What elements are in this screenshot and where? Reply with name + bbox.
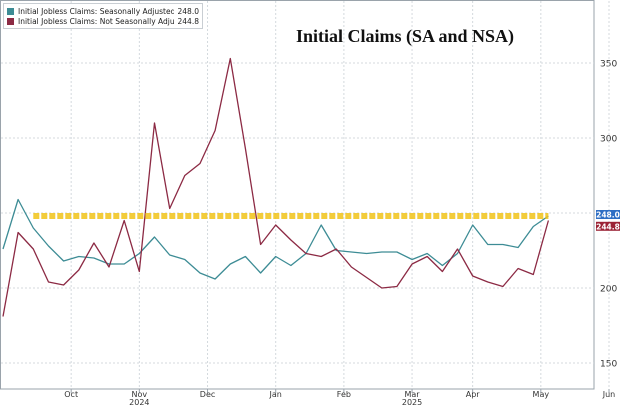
value-tag-label-0: 248.0 bbox=[596, 211, 620, 220]
x-tick-label-may: May bbox=[533, 390, 550, 399]
x-tick-label-jun: Jun bbox=[602, 390, 616, 399]
x-year-label-2025: 2025 bbox=[402, 398, 422, 406]
y-tick-label-300: 300 bbox=[600, 135, 617, 145]
legend-label-nsa: Initial Jobless Claims: Not Seasonally A… bbox=[18, 16, 174, 26]
plot-frame bbox=[0, 0, 595, 390]
x-tick-label-feb: Feb bbox=[337, 390, 351, 399]
legend-label-sa: Initial Jobless Claims: Seasonally Adjus… bbox=[18, 6, 174, 16]
x-tick-label-dec: Dec bbox=[200, 390, 215, 399]
x-tick-label-jan: Jan bbox=[269, 390, 282, 399]
legend-swatch-nsa bbox=[7, 17, 14, 25]
y-tick-label-150: 150 bbox=[600, 360, 617, 370]
value-tag-bg-0 bbox=[596, 210, 620, 219]
y-tick-label-350: 350 bbox=[600, 60, 617, 70]
chart-legend: Initial Jobless Claims: Seasonally Adjus… bbox=[3, 3, 203, 29]
value-tag-bg-1 bbox=[596, 221, 620, 231]
x-tick-label-mar: Mar bbox=[405, 390, 421, 399]
value-tag-label-1: 244.8 bbox=[596, 222, 620, 231]
legend-value-nsa: 244.8 bbox=[177, 16, 199, 26]
chart-title: Initial Claims (SA and NSA) bbox=[296, 26, 515, 46]
legend-item-nsa: Initial Jobless Claims: Not Seasonally A… bbox=[7, 16, 199, 26]
x-tick-label-oct: Oct bbox=[64, 390, 78, 399]
x-tick-label-nov: Nov bbox=[132, 390, 148, 399]
x-tick-label-apr: Apr bbox=[466, 390, 481, 399]
legend-item-sa: Initial Jobless Claims: Seasonally Adjus… bbox=[7, 6, 199, 16]
legend-value-sa: 248.0 bbox=[177, 6, 199, 16]
x-year-label-2024: 2024 bbox=[129, 398, 149, 406]
legend-swatch-sa bbox=[7, 7, 14, 15]
